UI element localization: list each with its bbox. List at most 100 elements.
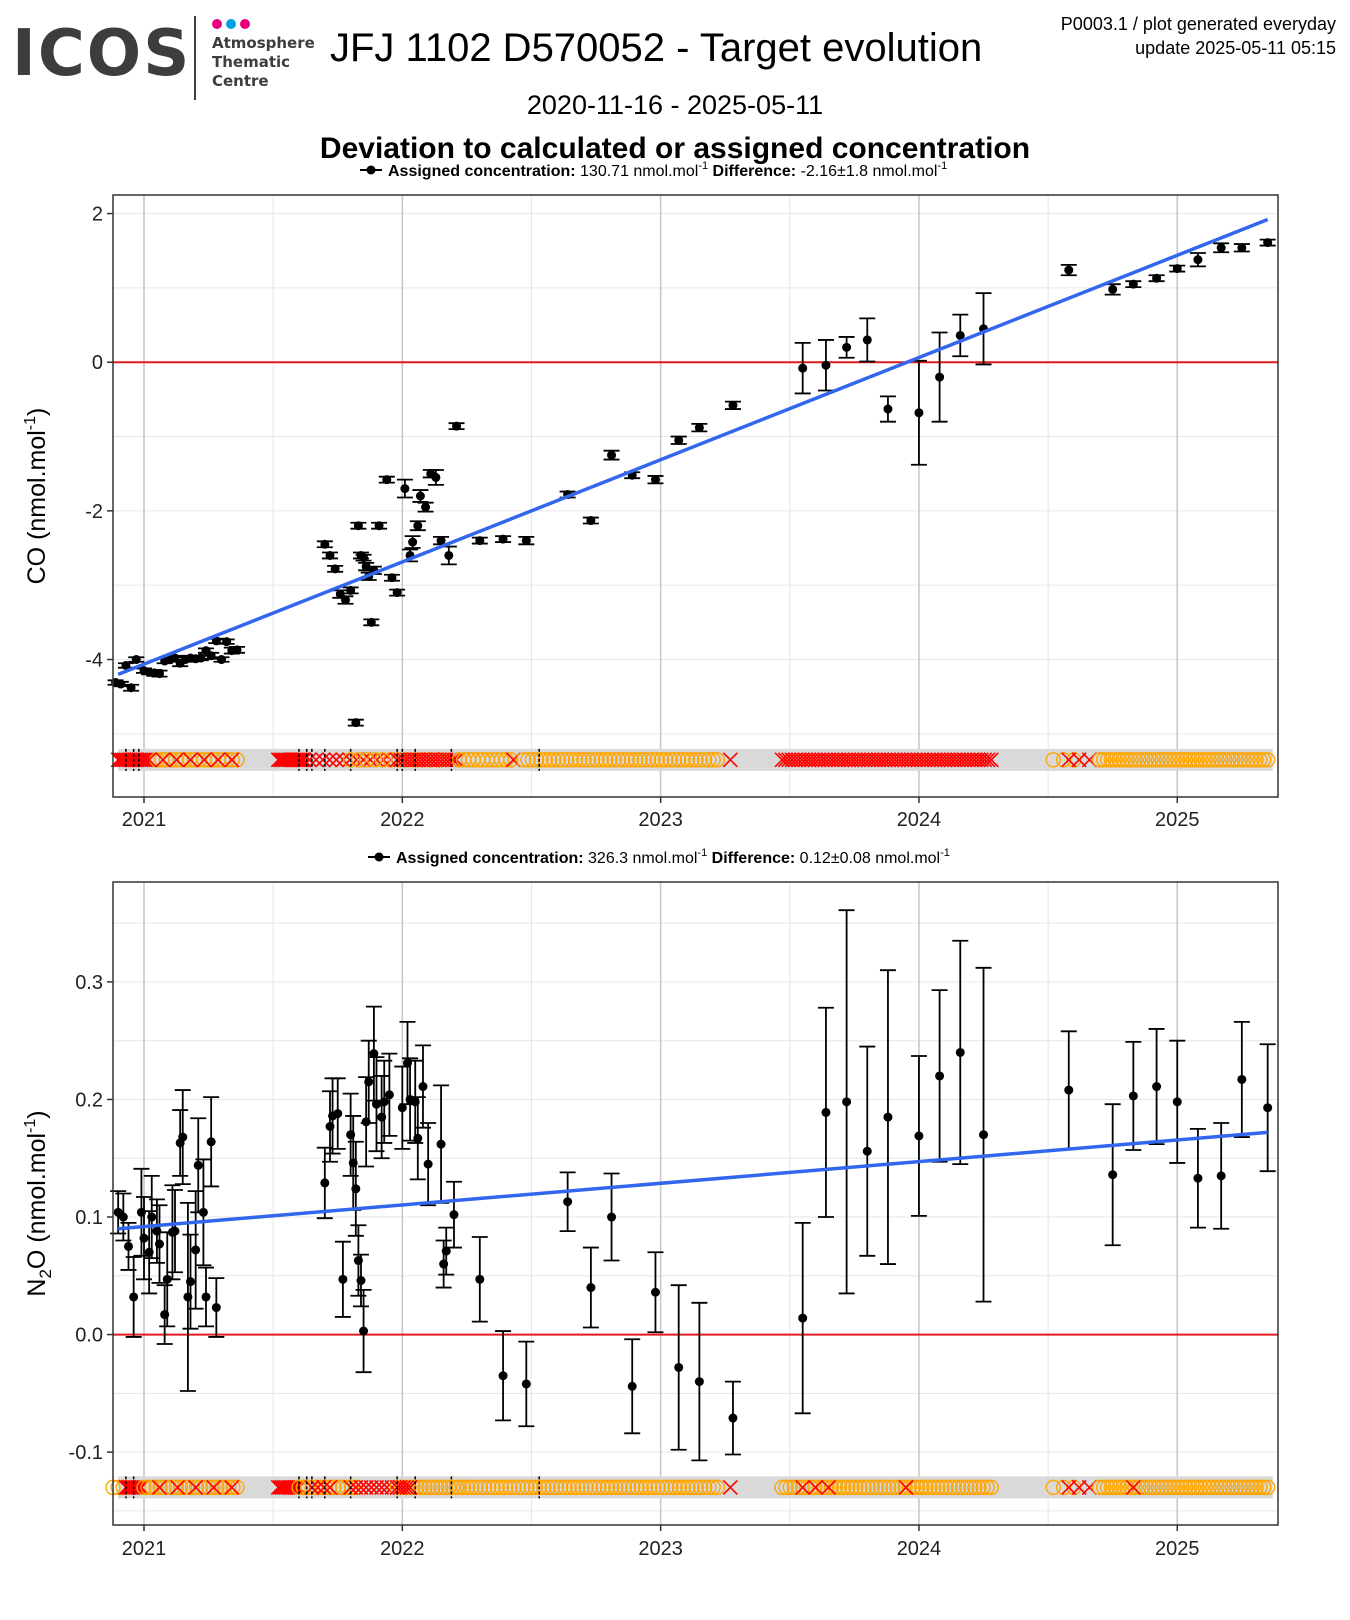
data-point — [449, 1210, 459, 1220]
flag-circle — [229, 752, 245, 768]
flag-circle — [528, 752, 545, 768]
flag-circle — [666, 752, 683, 768]
flag-circle — [1138, 1479, 1155, 1496]
flag-circle — [523, 1479, 539, 1496]
data-point — [196, 653, 206, 663]
flag-circle — [653, 752, 670, 768]
flag-circle — [786, 1479, 803, 1496]
y-axis-label-superscript: -1 — [22, 1119, 39, 1133]
y-tick-label: -2 — [85, 501, 103, 523]
flag-circle — [1174, 752, 1190, 768]
flag-circle — [650, 1479, 666, 1496]
flag-cross — [132, 1479, 148, 1495]
flag-circle — [225, 1479, 241, 1496]
flag-circle — [433, 1479, 449, 1496]
flag-circle — [1045, 1479, 1061, 1496]
y-axis-label-end: ) — [23, 1110, 51, 1118]
flag-circle — [229, 1479, 245, 1496]
data-point — [521, 1379, 531, 1389]
flag-circle — [422, 752, 439, 768]
flag-circle — [667, 1479, 683, 1496]
flag-circle — [844, 1479, 860, 1496]
data-point — [1216, 243, 1226, 253]
flag-circle — [1166, 752, 1182, 768]
data-point — [178, 1132, 188, 1142]
x-tick-label: 2024 — [897, 1538, 942, 1560]
flag-circle — [1213, 1479, 1229, 1496]
flag-circle — [209, 1479, 225, 1496]
flag-circle — [140, 1479, 156, 1496]
flag-circle — [455, 1479, 472, 1496]
flag-circle — [1146, 1479, 1163, 1496]
flag-circle — [1236, 1479, 1252, 1496]
flag-circle — [852, 1479, 868, 1496]
flag-circle — [196, 1479, 213, 1496]
flag-circle — [606, 752, 622, 768]
flag-circle — [589, 752, 605, 768]
flag-circle — [540, 1479, 556, 1496]
data-point — [320, 539, 330, 549]
data-point — [586, 1283, 596, 1293]
data-point — [118, 1212, 128, 1222]
flag-circle — [1170, 1479, 1186, 1496]
flag-circle — [541, 752, 558, 768]
flag-circle — [675, 752, 691, 768]
data-point — [1172, 1097, 1182, 1107]
flag-circle — [930, 1479, 946, 1496]
flag-circle — [654, 1479, 671, 1496]
flag-circle — [963, 1479, 979, 1496]
flag-circle — [709, 1479, 726, 1496]
flag-circle — [625, 1479, 641, 1496]
data-point — [397, 1103, 407, 1113]
flag-circle — [680, 1479, 696, 1496]
flag-cross — [421, 752, 437, 768]
flag-circle — [493, 1479, 510, 1496]
flag-circle — [489, 1479, 505, 1496]
flag-cross — [210, 752, 226, 768]
update-time: update 2025-05-11 05:15 — [1135, 38, 1336, 58]
logo-dot-3 — [240, 19, 250, 29]
flag-circle — [1256, 1479, 1272, 1496]
logo-line-1: Atmosphere — [212, 34, 315, 52]
data-point — [821, 1107, 831, 1117]
flag-circle — [393, 1479, 409, 1496]
logo-line-3: Centre — [212, 72, 269, 90]
y-tick-label: -4 — [85, 650, 103, 672]
legend-point — [374, 852, 384, 862]
data-point — [116, 679, 126, 689]
flag-circle — [1123, 752, 1139, 768]
flag-circle — [897, 1479, 913, 1496]
flag-circle — [684, 1479, 700, 1496]
flag-circle — [429, 1479, 445, 1496]
flag-circle — [503, 752, 519, 768]
data-point — [521, 536, 531, 546]
flag-circle — [172, 1479, 189, 1496]
data-point — [694, 1377, 704, 1387]
flag-circle — [1154, 752, 1170, 768]
panel-n2o: -0.1 0.0 0.1 0.2 0.3 2021 2022 2023 2024 2025 N2O … — [22, 847, 1279, 1560]
flag-cross — [224, 1479, 240, 1495]
page-title: JFJ 1102 D570052 - Target evolution — [330, 26, 983, 70]
y-axis-label-end: ) — [23, 408, 51, 416]
legend-difference-sup: -1 — [937, 160, 947, 172]
flag-circle — [421, 1479, 437, 1496]
data-point — [1193, 1173, 1203, 1183]
data-point — [206, 651, 216, 661]
flag-cross — [315, 752, 331, 768]
flag-circle — [321, 1479, 338, 1496]
flag-circle — [1248, 752, 1264, 768]
logo-dot-2 — [226, 19, 236, 29]
flag-circle — [642, 1479, 658, 1496]
flag-circle — [856, 1479, 872, 1496]
data-point — [170, 1226, 180, 1236]
flag-circle — [468, 1479, 484, 1496]
flag-circle — [971, 1479, 987, 1496]
flag-circle — [481, 1479, 497, 1496]
data-point — [232, 645, 242, 655]
data-point — [201, 1292, 211, 1302]
flag-circle — [440, 1479, 457, 1496]
flag-circle — [1103, 752, 1120, 768]
flag-circle — [917, 1479, 934, 1496]
flag-circle — [901, 1479, 917, 1496]
data-point — [415, 491, 425, 501]
